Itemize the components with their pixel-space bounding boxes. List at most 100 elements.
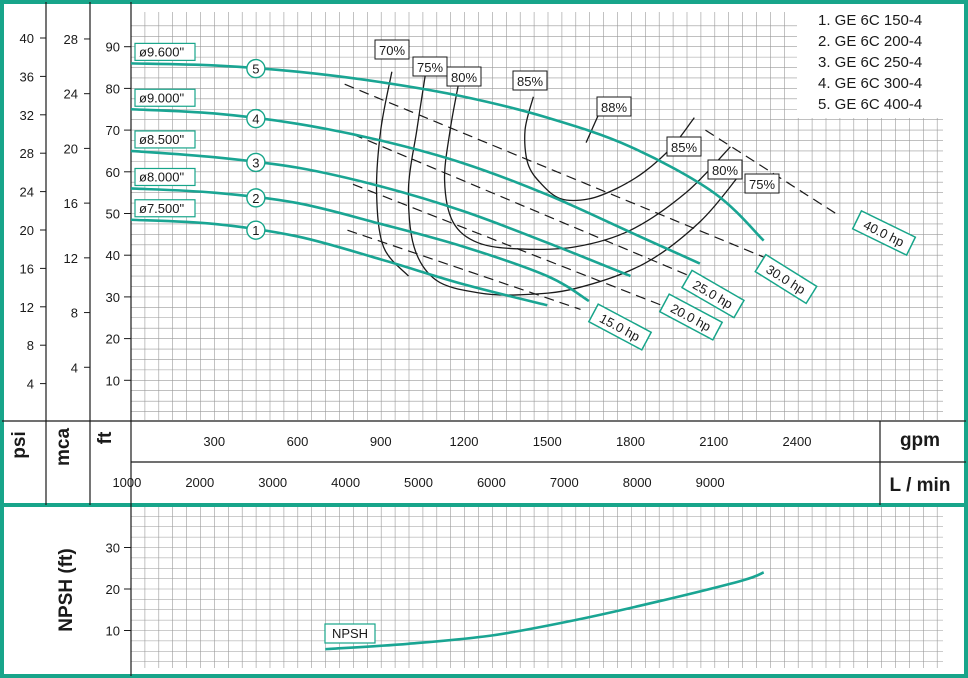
diameter-label: ø8.500" (139, 132, 184, 147)
efficiency-label: 75% (749, 177, 775, 192)
diameter-label: ø9.600" (139, 44, 184, 59)
npsh-label-box (324, 623, 376, 644)
curve-number: 5 (252, 62, 259, 77)
lmin-tick-label: 2000 (185, 475, 214, 490)
head-curve-5 (130, 62, 765, 242)
npsh-axis-label: NPSH (ft) (56, 548, 77, 631)
npsh-curve (325, 571, 765, 651)
gpm-tick-label: 1500 (533, 434, 562, 449)
curve-number: 1 (252, 223, 259, 238)
efficiency-label-box (446, 66, 482, 87)
lmin-tick-label: 8000 (623, 475, 652, 490)
power-label-box (851, 209, 917, 257)
psi-tick-label: 4 (27, 377, 34, 392)
gpm-tick-label: 1200 (450, 434, 479, 449)
diameter-label: ø7.500" (139, 201, 184, 216)
psi-tick-label: 20 (20, 223, 34, 238)
ft-tick-label: 90 (106, 40, 120, 55)
curve-number-marker (246, 152, 266, 173)
diameter-label: ø9.000" (139, 90, 184, 105)
power-label: 15.0 hp (587, 303, 653, 351)
power-label-box (754, 253, 818, 305)
legend-box (797, 6, 957, 118)
mca-tick-label: 4 (71, 360, 78, 375)
gpm-tick-label: 900 (370, 434, 392, 449)
efficiency-label: 85% (517, 74, 543, 89)
curve-number: 3 (252, 155, 259, 170)
psi-axis-label: psi (9, 431, 30, 458)
efficiency-curve (407, 75, 740, 296)
power-label-box (658, 293, 724, 341)
efficiency-curve (375, 71, 409, 277)
efficiency-label: 88% (601, 100, 627, 115)
gpm-axis-label: gpm (900, 430, 940, 451)
mca-tick-label: 28 (64, 32, 78, 47)
power-line (352, 183, 673, 310)
curve-number-marker (246, 220, 266, 240)
ft-tick-label: 30 (106, 290, 120, 305)
power-line (347, 229, 581, 310)
legend-item: 4. GE 6C 300-4 (818, 75, 922, 92)
efficiency-label: 70% (379, 43, 405, 58)
efficiency-label: 80% (712, 163, 738, 178)
curve-number-marker (246, 188, 266, 208)
diameter-label-box (134, 167, 196, 187)
efficiency-label-box (707, 159, 743, 180)
mca-tick-label: 8 (71, 306, 78, 321)
mca-tick-label: 20 (64, 141, 78, 156)
legend-item: 5. GE 6C 400-4 (818, 96, 922, 113)
legend-item: 2. GE 6C 200-4 (818, 33, 922, 50)
head-curve-4 (130, 107, 701, 265)
ft-tick-label: 40 (106, 248, 120, 263)
lmin-axis-label: L / min (890, 475, 951, 496)
diameter-label-box (134, 199, 196, 218)
psi-tick-label: 8 (27, 338, 34, 353)
power-line (352, 133, 701, 281)
ft-tick-label: 70 (106, 123, 120, 138)
psi-tick-label: 40 (20, 31, 34, 46)
power-label-box (587, 303, 653, 351)
curve-number: 4 (252, 112, 259, 127)
curve-number-marker (246, 108, 266, 129)
efficiency-label: 75% (417, 60, 443, 75)
head-curve-2 (130, 187, 590, 303)
curve-number-marker (246, 58, 266, 79)
efficiency-label-box (596, 96, 632, 117)
head-curve-1 (130, 218, 548, 307)
diameter-label-box (134, 42, 196, 61)
psi-tick-label: 12 (20, 300, 34, 315)
power-line (344, 83, 770, 260)
ft-tick-label: 50 (106, 207, 120, 222)
efficiency-label-box (512, 70, 548, 91)
legend-item: 3. GE 6C 250-4 (818, 54, 922, 71)
mca-tick-label: 24 (64, 87, 78, 102)
lmin-tick-label: 7000 (550, 475, 579, 490)
lmin-tick-label: 6000 (477, 475, 506, 490)
head-curve-3 (130, 149, 631, 278)
lmin-tick-label: 5000 (404, 475, 433, 490)
psi-tick-label: 28 (20, 146, 34, 161)
power-label-box (680, 269, 746, 319)
lmin-tick-label: 1000 (112, 475, 141, 490)
efficiency-label: 85% (671, 140, 697, 155)
gpm-tick-label: 2400 (783, 434, 812, 449)
gpm-tick-label: 2100 (699, 434, 728, 449)
diameter-label: ø8.000" (139, 169, 184, 184)
psi-tick-label: 32 (20, 108, 34, 123)
ft-tick-label: 20 (106, 332, 120, 347)
power-label: 40.0 hp (851, 209, 917, 257)
ft-axis-label: ft (95, 431, 116, 444)
mca-tick-label: 16 (64, 196, 78, 211)
mca-axis-label: mca (53, 428, 74, 466)
npsh-tick-label: 30 (106, 541, 120, 556)
lmin-tick-label: 3000 (258, 475, 287, 490)
efficiency-label-box (666, 136, 702, 157)
diameter-label-box (134, 130, 196, 149)
npsh-curve-label: NPSH (332, 626, 368, 641)
npsh-tick-label: 10 (106, 624, 120, 639)
ft-tick-label: 80 (106, 81, 120, 96)
efficiency-label-box (374, 39, 410, 60)
